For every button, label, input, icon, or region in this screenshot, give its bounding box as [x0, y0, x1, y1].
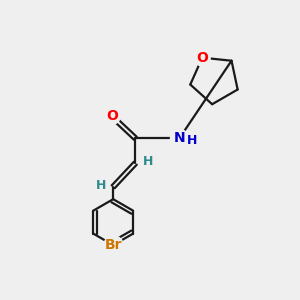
Text: O: O [106, 109, 118, 123]
Text: N: N [174, 131, 185, 145]
Text: H: H [187, 134, 197, 147]
Text: Br: Br [104, 238, 122, 252]
Text: H: H [96, 179, 106, 192]
Text: O: O [196, 51, 208, 65]
Text: H: H [142, 155, 153, 168]
